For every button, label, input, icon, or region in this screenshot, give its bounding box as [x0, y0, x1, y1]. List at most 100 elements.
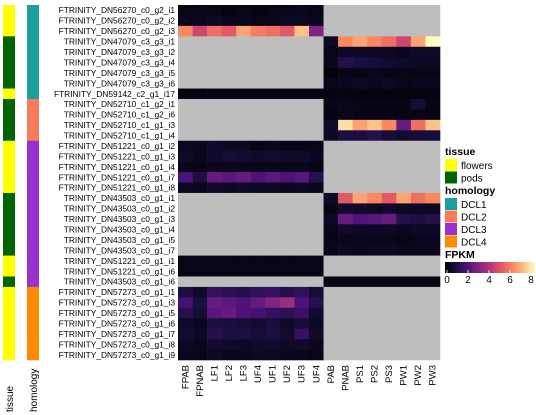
heatmap-cell	[338, 46, 353, 58]
heatmap-cell	[178, 36, 193, 48]
heatmap-cell	[323, 57, 339, 68]
heatmap-cell	[178, 57, 193, 68]
heatmap-cell	[250, 78, 266, 89]
homology-cell	[27, 15, 39, 27]
heatmap-cell	[250, 25, 266, 37]
heatmap-cell	[178, 245, 193, 256]
heatmap-cell	[250, 130, 266, 142]
tissue-cell	[3, 203, 15, 215]
fpkm-legend-title: FPKM	[445, 249, 475, 261]
heatmap-cell	[381, 318, 397, 329]
heatmap-cell	[425, 5, 441, 16]
heatmap-cell	[236, 203, 252, 215]
homology-cell	[27, 234, 39, 246]
column-label: UF3	[297, 365, 308, 383]
heatmap-cell	[367, 213, 383, 225]
heatmap-cell	[294, 36, 310, 48]
row-label: FTRINITY_DN51221_c0_g1_i3	[59, 151, 176, 161]
heatmap-cell	[309, 203, 324, 215]
heatmap-cell	[338, 109, 353, 121]
heatmap-cell	[265, 88, 281, 100]
heatmap-cell	[309, 349, 324, 361]
heatmap-cell	[192, 161, 208, 173]
heatmap-cell	[309, 286, 324, 298]
heatmap-cell	[352, 140, 368, 152]
heatmap-cell	[236, 25, 252, 37]
heatmap-cell	[352, 234, 368, 246]
heatmap-cell	[178, 78, 193, 89]
heatmap-cell	[367, 255, 383, 267]
heatmap-cell	[279, 109, 295, 121]
heatmap-cell	[250, 151, 266, 162]
heatmap-cell	[207, 46, 222, 58]
row-label: FTRINITY_DN51221_c0_g1_i8	[59, 183, 176, 193]
heatmap-cell	[338, 266, 353, 277]
heatmap-cell	[396, 109, 412, 121]
heatmap-cell	[410, 276, 426, 288]
heatmap-cell	[294, 328, 310, 340]
heatmap-cell	[381, 339, 397, 350]
heatmap-cell	[236, 328, 252, 340]
heatmap-cell	[178, 67, 193, 79]
heatmap-cell	[221, 339, 237, 350]
heatmap-cell	[279, 130, 295, 142]
heatmap-cell	[192, 213, 208, 225]
heatmap-cell	[294, 151, 310, 162]
heatmap-cell	[178, 224, 193, 236]
heatmap-cell	[279, 119, 295, 131]
column-label: PNAB	[340, 365, 351, 391]
heatmap-cell	[323, 172, 339, 183]
heatmap-cell	[309, 78, 324, 89]
heatmap-cell	[294, 203, 310, 215]
homology-legend-label: DCL1	[461, 200, 487, 211]
heatmap-cell	[338, 5, 353, 16]
tissue-cell	[3, 161, 15, 173]
heatmap-cell	[323, 297, 339, 309]
heatmap-cell	[410, 5, 426, 16]
heatmap-cell	[381, 130, 397, 142]
homology-legend-label: DCL4	[461, 238, 487, 249]
heatmap-cell	[265, 130, 281, 142]
tissue-cell	[3, 36, 15, 48]
heatmap-cell	[410, 182, 426, 194]
heatmap-cell	[294, 245, 310, 256]
heatmap-cell	[352, 67, 368, 79]
heatmap-cell	[367, 286, 383, 298]
heatmap-cell	[265, 57, 281, 68]
heatmap-cell	[323, 203, 339, 215]
heatmap-cell	[410, 255, 426, 267]
heatmap-cell	[294, 140, 310, 152]
heatmap-cell	[338, 119, 353, 131]
heatmap-cell	[192, 182, 208, 194]
heatmap-cell	[352, 245, 368, 256]
homology-legend-label: DCL2	[461, 213, 487, 224]
heatmap-cell	[352, 130, 368, 142]
row-label: FTRINITY_DN57273_c0_g1_i6	[59, 318, 176, 328]
heatmap-cell	[396, 119, 412, 131]
homology-cell	[27, 349, 39, 361]
heatmap-cell	[265, 234, 281, 246]
row-label: TRINITY_DN43503_c0_g1_i6	[64, 277, 176, 287]
homology-cell	[27, 57, 39, 68]
heatmap-cell	[396, 15, 412, 27]
heatmap-cell	[221, 182, 237, 194]
heatmap-cell	[352, 224, 368, 236]
heatmap-cell	[221, 119, 237, 131]
tissue-legend-title: tissue	[445, 146, 476, 158]
heatmap-cell	[367, 307, 383, 319]
heatmap-cell	[221, 130, 237, 142]
homology-cell	[27, 172, 39, 183]
heatmap-cell	[178, 255, 193, 267]
heatmap-cell	[221, 161, 237, 173]
row-label: FTRINITY_DN56270_c0_g2_i1	[59, 5, 176, 15]
heatmap-cell	[309, 276, 324, 288]
heatmap-cell	[338, 224, 353, 236]
heatmap-cell	[279, 234, 295, 246]
heatmap-cell	[309, 46, 324, 58]
heatmap-cell	[294, 25, 310, 37]
column-label: PW3	[428, 365, 439, 386]
homology-cell	[27, 245, 39, 256]
heatmap-cell	[396, 255, 412, 267]
heatmap-cell	[294, 276, 310, 288]
